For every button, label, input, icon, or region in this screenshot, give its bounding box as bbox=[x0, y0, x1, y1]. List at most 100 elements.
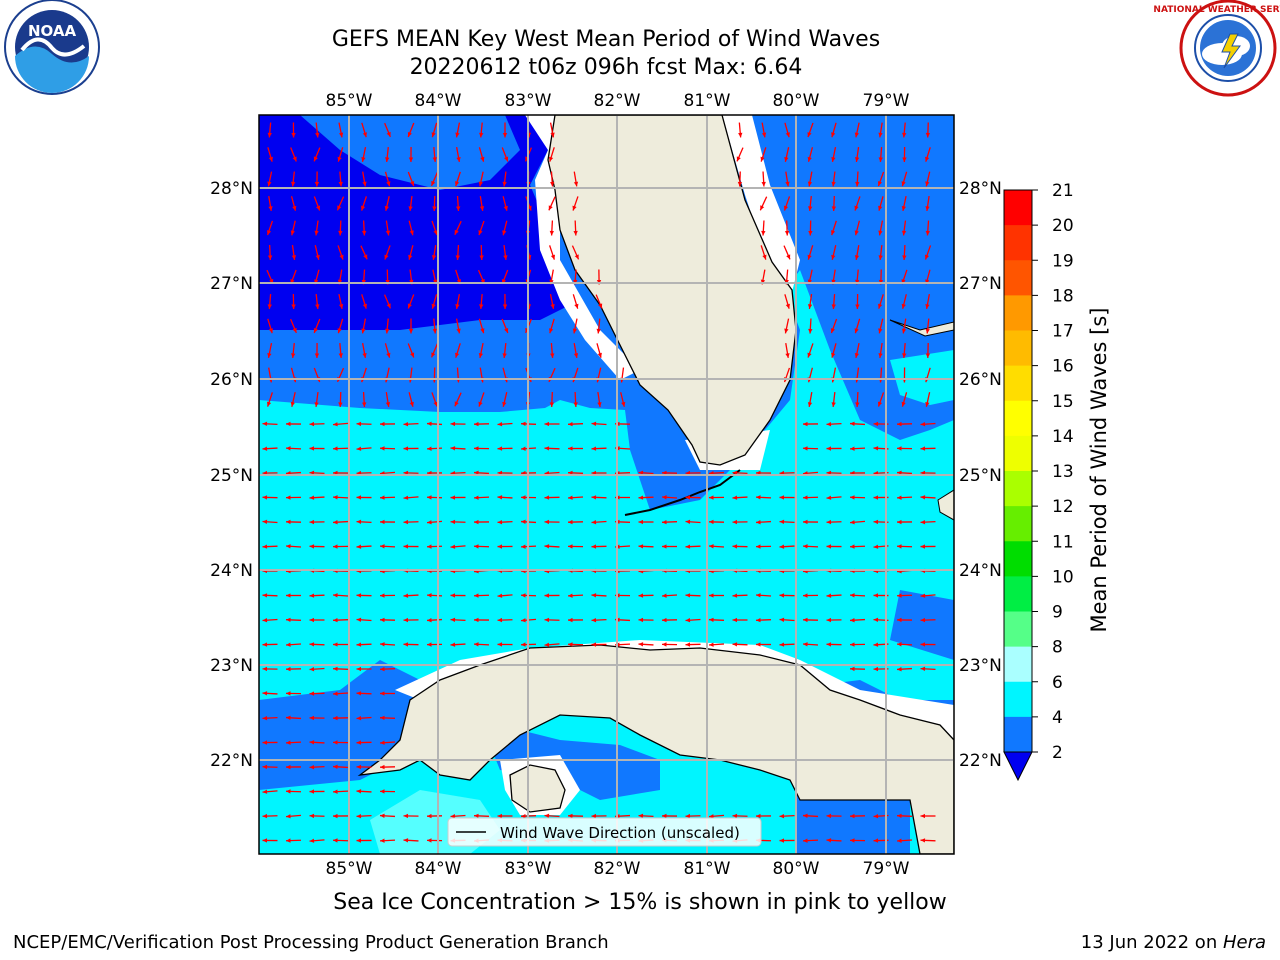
wind-arrowhead bbox=[450, 519, 456, 525]
wind-arrowhead bbox=[286, 740, 291, 745]
wind-arrowhead bbox=[362, 353, 367, 358]
wind-arrowhead bbox=[638, 519, 644, 525]
wind-arrowhead bbox=[779, 519, 785, 525]
wind-arrowhead bbox=[873, 519, 879, 525]
wind-arrowhead bbox=[850, 838, 855, 843]
wind-arrowhead bbox=[313, 156, 318, 162]
wind-arrowhead bbox=[286, 666, 291, 672]
wind-arrowhead bbox=[427, 495, 432, 500]
wind-arrowhead bbox=[785, 303, 790, 309]
wind-arrowhead bbox=[309, 813, 315, 819]
wind-arrowhead bbox=[920, 544, 926, 549]
lat-tick-label-right: 28°N bbox=[959, 179, 1002, 199]
wind-arrowhead bbox=[850, 618, 855, 623]
wind-arrowhead bbox=[854, 230, 859, 236]
wind-arrowhead bbox=[455, 255, 460, 260]
wind-arrowhead bbox=[290, 401, 295, 407]
wind-arrowhead bbox=[309, 544, 315, 549]
lat-ticks-right: 28°N 27°N 26°N 25°N 24°N 23°N 22°N bbox=[959, 179, 1002, 771]
lat-tick-label-left: 22°N bbox=[210, 751, 253, 771]
wind-arrowhead bbox=[779, 593, 785, 598]
wind-arrowhead bbox=[573, 353, 579, 358]
map-gridlines bbox=[259, 115, 954, 854]
wind-arrowhead bbox=[380, 593, 385, 598]
wind-arrowhead bbox=[901, 181, 906, 187]
wind-arrowhead bbox=[262, 691, 268, 696]
wind-arrowhead bbox=[521, 421, 526, 427]
wind-arrowhead bbox=[521, 519, 526, 524]
wind-arrowhead bbox=[432, 157, 437, 162]
wind-arrowhead bbox=[850, 495, 855, 500]
wind-arrowhead bbox=[427, 593, 432, 598]
wind-arrowhead bbox=[314, 402, 319, 407]
wind-arrowhead bbox=[316, 205, 321, 211]
wind-arrowhead bbox=[784, 230, 790, 236]
wind-arrowhead bbox=[732, 495, 738, 500]
colorbar-tick-label: 17 bbox=[1052, 322, 1074, 342]
nws-logo: NATIONAL WEATHER SERVICE bbox=[1153, 0, 1280, 97]
wind-arrowhead bbox=[427, 813, 432, 819]
lon-tick-label-bottom: 81°W bbox=[684, 859, 731, 879]
wind-arrowhead bbox=[662, 642, 667, 647]
colorbar-tick-label: 12 bbox=[1052, 497, 1074, 517]
wind-arrowhead bbox=[568, 470, 573, 476]
wind-arrowhead bbox=[474, 617, 479, 623]
wind-arrowhead bbox=[380, 544, 385, 549]
wind-arrowhead bbox=[897, 519, 902, 525]
wind-arrowhead bbox=[873, 544, 879, 549]
wind-arrowhead bbox=[897, 667, 902, 672]
wind-arrowhead bbox=[362, 402, 367, 407]
wind-arrowhead bbox=[878, 230, 883, 236]
wind-arrowhead bbox=[761, 181, 766, 187]
wind-arrowhead bbox=[709, 642, 714, 647]
wind-arrowhead bbox=[548, 205, 553, 211]
wind-arrowhead bbox=[450, 544, 456, 549]
wind-arrowhead bbox=[479, 255, 484, 260]
wind-arrowhead bbox=[474, 519, 479, 525]
wind-arrowhead bbox=[290, 230, 295, 236]
lat-tick-label-right: 22°N bbox=[959, 751, 1002, 771]
wind-arrowhead bbox=[544, 617, 550, 623]
wind-arrowhead bbox=[826, 593, 832, 598]
lat-tick-label-left: 24°N bbox=[210, 561, 253, 581]
wind-arrowhead bbox=[333, 617, 338, 623]
wind-arrowhead bbox=[826, 617, 832, 623]
wind-arrowhead bbox=[333, 593, 338, 598]
wind-arrowhead bbox=[807, 352, 812, 358]
wind-arrowhead bbox=[925, 328, 930, 334]
wind-arrowhead bbox=[920, 666, 926, 672]
wind-arrowhead bbox=[408, 328, 414, 334]
wind-arrowhead bbox=[333, 544, 338, 549]
wind-arrowhead bbox=[504, 327, 509, 333]
wave-field-patch-west-cuba bbox=[259, 660, 420, 790]
wind-arrowhead bbox=[785, 132, 790, 138]
map-frame bbox=[258, 114, 955, 855]
wind-arrowhead bbox=[638, 593, 644, 598]
wind-arrowhead bbox=[568, 544, 573, 549]
wind-arrowhead bbox=[309, 421, 315, 427]
wind-arrowhead bbox=[850, 520, 855, 525]
wind-arrowhead bbox=[474, 813, 479, 819]
wind-arrowhead bbox=[338, 303, 344, 309]
wind-arrowhead bbox=[333, 740, 338, 745]
wind-arrowhead bbox=[384, 254, 389, 260]
wind-arrowhead bbox=[313, 327, 318, 333]
wind-arrowhead bbox=[878, 132, 883, 138]
wind-arrowhead bbox=[873, 446, 879, 451]
footer-date-text: 13 Jun 2022 on bbox=[1080, 932, 1223, 953]
wind-arrowhead bbox=[497, 446, 503, 451]
wind-arrowhead bbox=[268, 206, 273, 211]
wind-arrowhead bbox=[877, 401, 883, 407]
wind-arrowhead bbox=[362, 181, 367, 187]
wind-arrowhead bbox=[521, 813, 526, 819]
colorbar-tick-label: 14 bbox=[1052, 427, 1074, 447]
wind-arrowhead bbox=[385, 230, 391, 236]
wind-arrowhead bbox=[855, 181, 860, 187]
wind-arrowhead bbox=[403, 470, 409, 476]
wind-arrowhead bbox=[925, 132, 931, 138]
wind-arrowhead bbox=[478, 352, 484, 358]
wind-arrowhead bbox=[503, 205, 508, 211]
wind-arrowhead bbox=[286, 789, 291, 794]
wind-arrowhead bbox=[685, 544, 691, 549]
